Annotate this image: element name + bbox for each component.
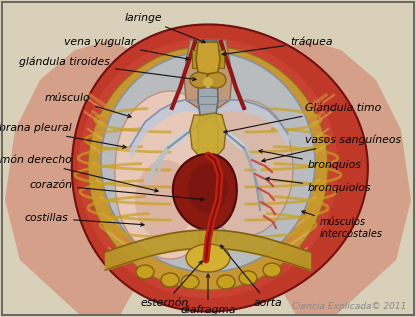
Polygon shape [190,113,226,156]
Text: bronquiolos: bronquiolos [266,177,371,193]
Text: vena yugular: vena yugular [64,37,189,60]
Text: esternón: esternón [141,261,202,308]
Polygon shape [173,154,237,230]
Ellipse shape [161,273,179,287]
Ellipse shape [190,72,210,88]
Text: costillas: costillas [24,213,144,226]
Polygon shape [198,40,218,118]
Polygon shape [192,50,199,68]
Text: corazón: corazón [29,180,204,201]
Polygon shape [5,40,160,315]
Text: músculo: músculo [45,93,131,118]
Polygon shape [72,24,368,312]
Text: laringe: laringe [124,13,205,43]
Polygon shape [196,42,220,74]
Ellipse shape [188,163,228,213]
Ellipse shape [78,38,338,298]
Text: membrana pleural: membrana pleural [0,123,126,148]
Text: músculos
intercostales: músculos intercostales [302,211,383,239]
Polygon shape [184,40,232,110]
Polygon shape [115,91,231,259]
Text: aorta: aorta [220,245,282,308]
Text: glándula tiroides: glándula tiroides [19,57,196,81]
Ellipse shape [135,160,195,240]
Text: vasos sanguíneos: vasos sanguíneos [262,135,401,162]
Text: bronquios: bronquios [259,150,362,170]
Ellipse shape [136,265,154,279]
Ellipse shape [101,52,315,272]
Ellipse shape [217,275,235,289]
Ellipse shape [203,77,213,87]
Polygon shape [217,50,224,68]
Text: diafragma: diafragma [180,274,236,315]
Ellipse shape [206,72,226,88]
Text: pulmón derecho: pulmón derecho [0,155,158,192]
Ellipse shape [186,244,230,272]
Polygon shape [198,115,218,268]
Ellipse shape [88,46,328,290]
Ellipse shape [239,271,257,285]
Ellipse shape [181,275,199,289]
Ellipse shape [263,263,281,277]
Text: tráquea: tráquea [222,37,332,56]
Polygon shape [256,40,411,315]
Text: Ciencia Explicada© 2011: Ciencia Explicada© 2011 [292,302,406,311]
Text: Glándula timo: Glándula timo [224,103,381,133]
Polygon shape [197,100,293,236]
